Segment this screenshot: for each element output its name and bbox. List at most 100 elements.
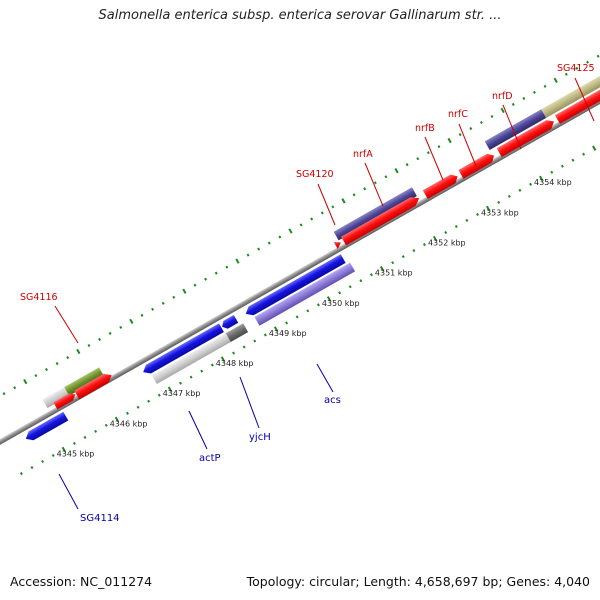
tick-mark [167, 386, 172, 392]
tick-mark [104, 423, 108, 427]
tick-mark [391, 261, 395, 265]
tick-mark [550, 170, 554, 174]
tick-mark [444, 230, 448, 235]
tick-mark [522, 96, 526, 100]
tick-mark [119, 325, 123, 329]
kbp-label: 4349 kbp [269, 329, 307, 338]
tick-mark [412, 249, 416, 253]
tick-mark [405, 163, 409, 167]
gene-label-top[interactable]: nrfB [415, 123, 435, 134]
kbp-label: 4346 kbp [110, 419, 148, 428]
label-leader-line [58, 473, 79, 510]
tick-mark [497, 200, 501, 204]
gene-lightpurple-acs[interactable] [254, 262, 356, 326]
tick-mark [30, 465, 34, 470]
gene-purple-nrfA[interactable] [333, 187, 417, 241]
tick-mark [341, 198, 346, 204]
tick-mark [529, 182, 533, 186]
tick-mark [348, 285, 352, 289]
gene-red-nrfD[interactable] [496, 117, 557, 157]
gene-red-nrfA[interactable] [341, 194, 422, 246]
gene-grey-sg4116-left[interactable] [42, 387, 70, 409]
tick-mark [72, 441, 76, 445]
tick-mark [596, 54, 600, 58]
tick-mark [225, 265, 229, 269]
gene-label-top[interactable]: SG4116 [20, 292, 58, 303]
tick-mark [500, 107, 505, 114]
kbp-label: 4351 kbp [375, 269, 413, 278]
tick-mark [316, 303, 320, 307]
tick-mark [179, 381, 182, 385]
tick-mark [586, 60, 589, 64]
tick-mark [61, 446, 66, 453]
tick-mark [394, 168, 399, 174]
gene-blue-acs-upper[interactable] [243, 254, 346, 318]
tick-mark [140, 313, 144, 317]
gene-label-top[interactable]: SG4125 [557, 63, 595, 74]
gene-blue-actP-upper[interactable] [141, 323, 224, 376]
tick-mark [539, 175, 544, 181]
gene-label-bottom[interactable]: yjcH [249, 432, 271, 443]
tick-mark [253, 339, 257, 343]
gene-olive-sg4116[interactable] [64, 367, 104, 396]
gene-red-fwd-2[interactable] [74, 371, 114, 400]
tick-mark [571, 158, 575, 162]
gene-label-top[interactable]: nrfD [492, 91, 513, 102]
tick-mark [210, 363, 214, 367]
label-leader-line [239, 376, 260, 429]
tick-mark [136, 405, 140, 409]
gene-red-fwd-small[interactable] [333, 239, 343, 249]
tick-mark [51, 453, 55, 458]
kbp-label: 4348 kbp [216, 359, 254, 368]
kbp-label: 4352 kbp [428, 239, 466, 248]
gene-purple-nrfD[interactable] [484, 109, 547, 151]
tick-mark [469, 127, 473, 131]
gene-red-sg4125[interactable] [555, 75, 600, 124]
gene-label-bottom[interactable]: acs [324, 395, 341, 406]
tick-mark [76, 348, 81, 355]
accession-text: Accession: NC_011274 [10, 574, 153, 589]
gene-label-top[interactable]: SG4120 [296, 169, 334, 180]
tick-mark [220, 356, 226, 362]
tick-mark [401, 255, 405, 259]
gene-label-bottom[interactable]: SG4114 [80, 513, 120, 524]
label-leader-line [364, 162, 384, 207]
tick-mark [384, 175, 388, 179]
gene-label-top[interactable]: nrfC [448, 109, 468, 120]
tick-mark [263, 333, 267, 337]
gene-grey-actP[interactable] [151, 333, 231, 384]
tick-mark [458, 133, 462, 137]
genome-title: Salmonella enterica subsp. enterica sero… [98, 8, 502, 23]
gene-label-group: 4345 kbp 4346 kbp 4347 kbp 4348 kbp 4349 kbp… [20, 63, 595, 524]
gene-khaki-sg4125[interactable] [541, 69, 600, 118]
gene-red-nrfC[interactable] [458, 151, 497, 179]
tick-mark [532, 90, 536, 94]
gene-blue-small[interactable] [220, 314, 239, 331]
tick-mark [189, 375, 193, 379]
gene-label-top[interactable]: nrfA [353, 149, 373, 160]
tick-mark [373, 181, 377, 185]
tick-mark [490, 114, 494, 119]
tick-mark [55, 362, 59, 366]
tick-mark [151, 307, 155, 311]
tick-mark [19, 472, 23, 476]
gene-blue-sg4114[interactable] [23, 411, 69, 443]
gene-darkgrey-yjcH[interactable] [225, 323, 249, 342]
tick-mark [125, 411, 129, 415]
tick-mark [267, 241, 271, 245]
tick-mark [518, 188, 522, 192]
tick-mark [278, 235, 282, 239]
tick-mark [161, 301, 165, 305]
tick-mark [172, 295, 176, 299]
tick-mark [352, 193, 356, 197]
tick-mark [182, 288, 187, 294]
tick-mark [511, 102, 515, 106]
label-leader-line [502, 104, 522, 150]
tick-mark [379, 266, 385, 272]
tick-mark [564, 72, 568, 76]
tick-mark [257, 247, 261, 251]
tick-mark [363, 187, 367, 191]
gene-label-bottom[interactable]: actP [199, 453, 221, 464]
gene-red-nrfB[interactable] [422, 172, 460, 199]
gene-red-fwd-1[interactable] [53, 391, 77, 410]
